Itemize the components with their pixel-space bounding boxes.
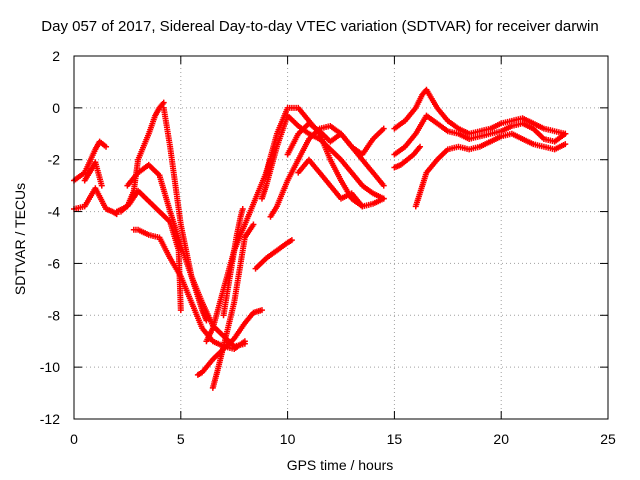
data-point (288, 237, 295, 244)
data-point (177, 307, 184, 314)
x-tick-label: 20 (493, 431, 509, 447)
y-tick-label: -10 (40, 359, 60, 375)
data-point (98, 182, 105, 189)
data-point (241, 338, 248, 345)
x-tick-label: 5 (177, 431, 185, 447)
x-tick-label: 15 (387, 431, 403, 447)
axis-ticks (73, 55, 609, 420)
x-tick-label: 10 (280, 431, 296, 447)
x-tick-label: 25 (600, 431, 616, 447)
x-axis-label: GPS time / hours (286, 457, 394, 473)
data-point (380, 182, 387, 189)
data-point (160, 99, 167, 106)
y-tick-label: 2 (52, 48, 60, 64)
axis-tick-labels: 0 5 10 15 20 25 -12 -10 -8 -6 -4 -2 0 2 (40, 48, 616, 447)
gridlines (74, 56, 608, 419)
y-tick-label: -4 (48, 204, 61, 220)
data-point (258, 307, 265, 314)
data-point (417, 143, 424, 150)
y-tick-label: -2 (48, 152, 61, 168)
data-point (250, 221, 257, 228)
data-point (103, 143, 110, 150)
y-tick-label: 0 (52, 100, 60, 116)
y-tick-label: -8 (48, 307, 61, 323)
chart-title: Day 057 of 2017, Sidereal Day-to-day VTE… (41, 18, 599, 35)
y-axis-label: SDTVAR / TECUs (12, 182, 28, 296)
data-point (562, 130, 569, 137)
data-point (380, 125, 387, 132)
plot-frame (73, 55, 609, 420)
y-tick-label: -6 (48, 255, 61, 271)
y-tick-label: -12 (40, 411, 60, 427)
data-point (562, 141, 569, 148)
data-point (239, 205, 246, 212)
x-tick-label: 0 (70, 431, 78, 447)
data-points (71, 86, 569, 391)
data-point (380, 195, 387, 202)
